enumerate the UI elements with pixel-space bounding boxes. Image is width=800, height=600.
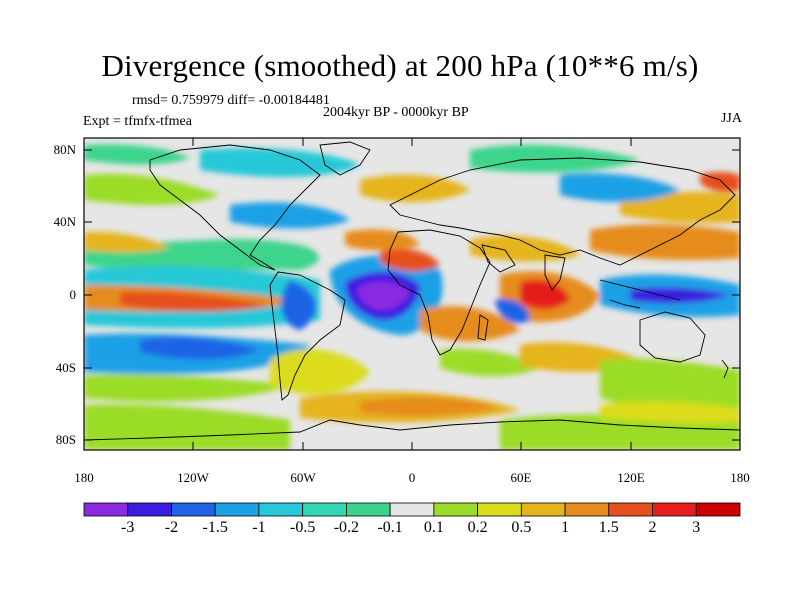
colorbar-swatch — [302, 502, 347, 517]
experiment-line: Expt = tfmfx-tfmea — [83, 114, 192, 129]
lon-tick-label: 120E — [617, 470, 645, 485]
colorbar-label: -0.5 — [289, 519, 316, 536]
lat-tick-label: 0 — [69, 287, 77, 302]
colorbar-label: -0.1 — [377, 519, 403, 536]
colorbar-label: 1 — [561, 519, 570, 536]
coastlines — [84, 141, 740, 441]
lon-tick-label: 180 — [730, 470, 750, 485]
stats-line: rmsd= 0.759979 diff= -0.00184481 — [132, 93, 330, 108]
colorbar-label: -1 — [252, 519, 266, 536]
colorbar-label: 0.1 — [423, 519, 444, 536]
colorbar-label: 0.5 — [511, 519, 532, 536]
colorbar-label: -0.2 — [333, 519, 360, 536]
lat-tick-label: 40S — [55, 360, 76, 375]
colorbar-swatch — [520, 502, 566, 517]
colorbar-swatch — [608, 502, 653, 517]
lat-tick-label: 80S — [55, 432, 76, 447]
colorbar-swatch — [214, 502, 260, 517]
colorbar-label: 2 — [648, 519, 657, 536]
colorbar-label: -2 — [164, 519, 179, 536]
colorbar-swatch — [477, 502, 522, 517]
colorbar-label: 1.5 — [598, 519, 619, 536]
lon-tick-label: 120W — [177, 470, 209, 485]
colorbar-swatch — [171, 502, 216, 517]
colorbar-swatch — [695, 502, 741, 517]
lat-tick-label: 80N — [53, 142, 76, 157]
colorbar-swatch — [345, 502, 391, 517]
colorbar-label: 0.2 — [467, 519, 488, 536]
colorbar-swatch — [127, 502, 172, 517]
colorbar-swatch — [433, 502, 479, 517]
lon-tick-label: 180 — [74, 470, 94, 485]
season-label: JJA — [720, 111, 742, 126]
axis-ticks — [83, 138, 741, 450]
colorbar — [83, 502, 741, 517]
colorbar-label: -3 — [121, 519, 135, 536]
colorbar-swatch — [258, 502, 304, 517]
period-label: 2004kyr BP - 0000kyr BP — [323, 105, 469, 120]
colorbar-label: 3 — [692, 519, 701, 536]
colorbar-swatch — [564, 502, 610, 517]
divergence-field — [84, 138, 740, 450]
colorbar-swatch — [389, 502, 435, 517]
colorbar-swatch — [652, 502, 697, 517]
lon-tick-label: 60W — [290, 470, 316, 485]
colorbar-label: -1.5 — [202, 519, 228, 536]
lat-tick-label: 40N — [53, 214, 76, 229]
colorbar-swatch — [83, 502, 129, 517]
lon-tick-label: 60E — [510, 470, 532, 485]
lon-tick-label: 0 — [408, 470, 416, 485]
map-title: Divergence (smoothed) at 200 hPa (10**6 … — [101, 48, 699, 83]
